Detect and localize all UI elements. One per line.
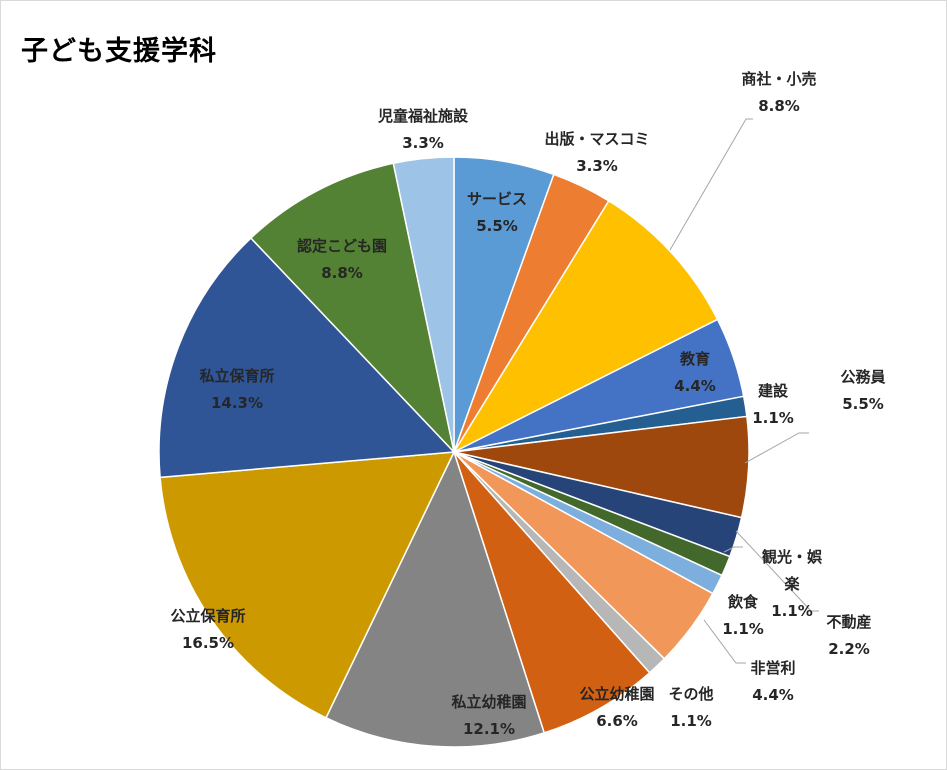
data-label-value: 6.6% — [596, 712, 638, 730]
leader-line — [735, 530, 819, 612]
data-label-name: その他 — [668, 685, 713, 703]
data-label-value: 12.1% — [463, 720, 515, 738]
data-label: 非営利 4.4% — [750, 659, 795, 704]
pie-slice — [392, 156, 455, 453]
data-label-value: 14.3% — [211, 394, 263, 412]
data-label-name: 私立保育所 — [198, 367, 274, 385]
pie-slice — [158, 237, 456, 479]
chart-title: 子ども支援学科 — [21, 36, 217, 67]
data-label-value: 4.4% — [674, 377, 716, 395]
data-label-name: サービス — [467, 190, 527, 208]
data-label-name: 飲食 — [727, 593, 759, 611]
data-label-value: 5.5% — [842, 395, 884, 413]
pie-slice — [453, 451, 651, 734]
data-label-name: 観光・娯 — [762, 548, 822, 566]
data-label: 教育 4.4% — [674, 350, 716, 395]
data-label: 公務員 5.5% — [840, 368, 885, 413]
data-label-name: 建設 — [758, 382, 789, 400]
data-label-value: 1.1% — [670, 712, 712, 730]
data-label-value: 4.4% — [752, 686, 794, 704]
leader-line — [703, 619, 746, 664]
data-label: 飲食 1.1% — [722, 593, 764, 638]
data-label-value: 8.8% — [758, 97, 800, 115]
data-label: 公立幼稚園 6.6% — [579, 685, 654, 730]
data-label: 商社・小売 8.8% — [741, 70, 816, 115]
data-label: 建設 1.1% — [752, 382, 794, 427]
data-label-name: 公立幼稚園 — [579, 685, 654, 703]
data-label-value: 2.2% — [828, 640, 870, 658]
data-label: 私立幼稚園 12.1% — [450, 693, 526, 738]
data-label-name: 教育 — [679, 350, 710, 368]
data-label-name: 認定こども園 — [297, 237, 387, 255]
data-label-name: 非営利 — [750, 659, 795, 677]
data-label: 私立保育所 14.3% — [198, 367, 274, 412]
pie-slice — [249, 162, 456, 455]
pie-slices — [158, 156, 750, 748]
data-label-value: 1.1% — [752, 409, 794, 427]
pie-slice — [324, 449, 546, 748]
data-label-value: 1.1% — [722, 620, 764, 638]
data-label-value: 5.5% — [476, 217, 518, 235]
leader-line — [744, 432, 809, 464]
data-label-value: 3.3% — [402, 134, 444, 152]
data-label: 観光・娯楽 1.1% — [762, 548, 822, 620]
pie-slice — [159, 451, 456, 719]
data-label-name: 楽 — [784, 575, 800, 593]
data-label-name: 出版・マスコミ — [544, 130, 649, 148]
data-label: 認定こども園 8.8% — [297, 237, 387, 282]
data-label-name: 商社・小売 — [741, 70, 816, 88]
data-label-name: 私立幼稚園 — [450, 693, 526, 711]
data-label-value: 16.5% — [182, 634, 234, 652]
data-label-value: 3.3% — [576, 157, 618, 175]
data-label: その他 1.1% — [668, 685, 713, 730]
leader-line — [669, 118, 753, 251]
data-label: 出版・マスコミ 3.3% — [544, 130, 649, 175]
pie-slice — [451, 199, 719, 454]
data-labels: サービス 5.5% 出版・マスコミ 3.3% 商社・小売 8.8% 教育 4.4% 建設 1.1%… — [170, 70, 885, 738]
data-label: 児童福祉施設 3.3% — [377, 107, 469, 152]
data-label: 公立保育所 16.5% — [170, 607, 245, 652]
data-label-value: 8.8% — [321, 264, 363, 282]
data-label-name: 公務員 — [840, 368, 885, 386]
data-label-value: 1.1% — [771, 602, 813, 620]
data-label-name: 公立保育所 — [170, 607, 245, 625]
leader-line — [723, 546, 743, 553]
data-label-name: 児童福祉施設 — [377, 107, 469, 125]
leader-lines — [669, 118, 819, 664]
data-label: 不動産 2.2% — [826, 613, 871, 658]
data-label-name: 不動産 — [826, 613, 871, 631]
data-label: サービス 5.5% — [467, 190, 527, 235]
